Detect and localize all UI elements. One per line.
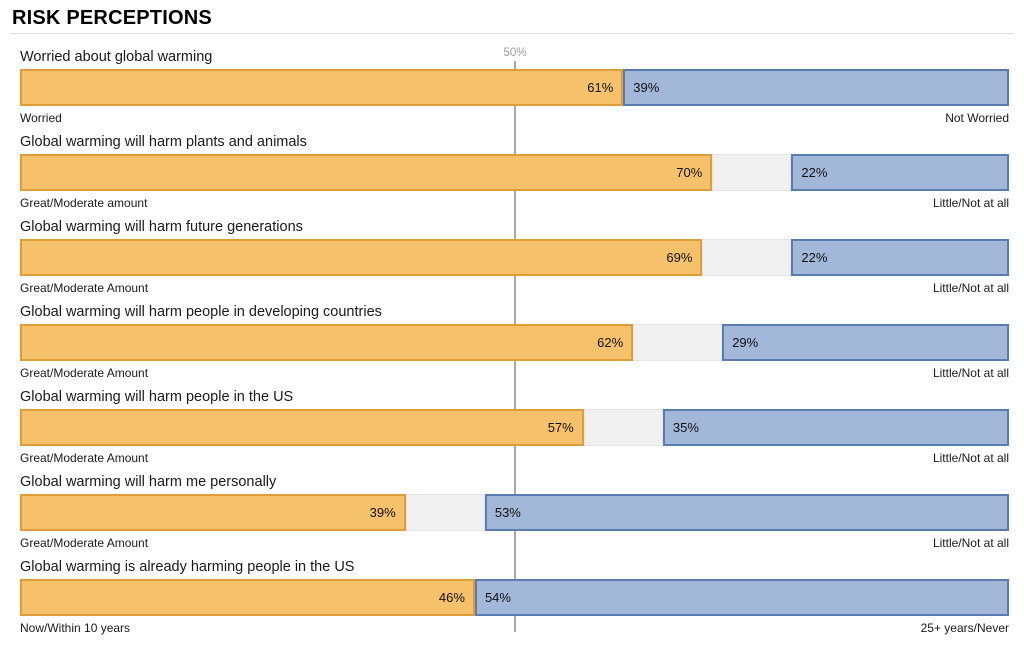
bar-neutral-segment[interactable] [702, 239, 792, 276]
axis-label-left: Great/Moderate Amount [20, 536, 149, 550]
bar-right-segment[interactable]: 22% [791, 154, 1009, 191]
axis-label-right: Little/Not at all [932, 196, 1009, 210]
bar-left-value: 69% [666, 250, 693, 265]
bar-right-value: 35% [672, 420, 699, 435]
bar-left-value: 70% [676, 165, 703, 180]
axis-labels: Great/Moderate Amount Little/Not at all [20, 366, 1009, 380]
axis-labels: Great/Moderate Amount Little/Not at all [20, 536, 1009, 550]
bar-right-segment[interactable]: 29% [722, 324, 1009, 361]
row-question: Global warming will harm me personally [20, 474, 277, 490]
bar-left-value: 62% [597, 335, 624, 350]
chart-row: Global warming will harm people in devel… [0, 302, 1024, 387]
bar-left-segment[interactable]: 69% [20, 239, 703, 276]
axis-label-left: Worried [20, 111, 62, 125]
bar-left-value: 61% [587, 80, 614, 95]
axis-labels: Now/Within 10 years 25+ years/Never [20, 621, 1009, 635]
row-question: Global warming will harm plants and anim… [20, 134, 307, 150]
axis-label-right: 25+ years/Never [920, 621, 1009, 635]
axis-labels: Great/Moderate Amount Little/Not at all [20, 451, 1009, 465]
row-question: Global warming will harm future generati… [20, 219, 303, 235]
bar-track: 46% 54% [20, 579, 1009, 616]
axis-label-left: Now/Within 10 years [20, 621, 131, 635]
bar-left-segment[interactable]: 39% [20, 494, 406, 531]
bar-track: 39% 53% [20, 494, 1009, 531]
bar-track: 69% 22% [20, 239, 1009, 276]
bar-right-segment[interactable]: 54% [474, 579, 1009, 616]
bar-neutral-segment[interactable] [712, 154, 792, 191]
bar-right-value: 39% [633, 80, 660, 95]
bar-track: 57% 35% [20, 409, 1009, 446]
bar-track: 70% 22% [20, 154, 1009, 191]
chart-row: Global warming is already harming people… [0, 557, 1024, 642]
chart-row: Global warming will harm me personally 3… [0, 472, 1024, 557]
chart-row: Global warming will harm plants and anim… [0, 132, 1024, 217]
bar-left-value: 57% [547, 420, 574, 435]
axis-labels: Great/Moderate amount Little/Not at all [20, 196, 1009, 210]
bar-left-segment[interactable]: 46% [20, 579, 475, 616]
bar-left-segment[interactable]: 61% [20, 69, 624, 106]
bar-neutral-segment[interactable] [583, 409, 663, 446]
axis-labels: Great/Moderate Amount Little/Not at all [20, 281, 1009, 295]
chart-row: Global warming will harm people in the U… [0, 387, 1024, 472]
bar-right-value: 29% [732, 335, 759, 350]
bar-left-value: 39% [369, 505, 396, 520]
bar-right-value: 54% [484, 590, 511, 605]
bar-left-value: 46% [438, 590, 465, 605]
axis-label-right: Little/Not at all [932, 451, 1009, 465]
row-question: Global warming is already harming people… [20, 559, 355, 575]
chart-rows: Worried about global warming 61% 39% Wor… [0, 47, 1024, 642]
axis-label-right: Not Worried [945, 111, 1009, 125]
bar-left-segment[interactable]: 57% [20, 409, 584, 446]
axis-label-left: Great/Moderate amount [20, 196, 148, 210]
chart-row: Global warming will harm future generati… [0, 217, 1024, 302]
bar-right-value: 22% [801, 250, 828, 265]
bar-right-segment[interactable]: 53% [484, 494, 1009, 531]
axis-label-right: Little/Not at all [932, 536, 1009, 550]
page-title: RISK PERCEPTIONS [12, 7, 212, 29]
bar-right-segment[interactable]: 35% [662, 409, 1009, 446]
axis-label-right: Little/Not at all [932, 366, 1009, 380]
bar-left-segment[interactable]: 70% [20, 154, 713, 191]
bar-right-segment[interactable]: 22% [791, 239, 1009, 276]
row-question: Worried about global warming [20, 49, 213, 65]
axis-label-left: Great/Moderate Amount [20, 281, 149, 295]
title-divider [10, 33, 1014, 34]
bar-right-segment[interactable]: 39% [623, 69, 1009, 106]
axis-label-right: Little/Not at all [932, 281, 1009, 295]
axis-label-left: Great/Moderate Amount [20, 451, 149, 465]
bar-left-segment[interactable]: 62% [20, 324, 634, 361]
bar-track: 62% 29% [20, 324, 1009, 361]
bar-right-value: 53% [494, 505, 521, 520]
bar-track: 61% 39% [20, 69, 1009, 106]
bar-right-value: 22% [801, 165, 828, 180]
bar-neutral-segment[interactable] [405, 494, 485, 531]
axis-label-left: Great/Moderate Amount [20, 366, 149, 380]
bar-neutral-segment[interactable] [633, 324, 723, 361]
chart-row: Worried about global warming 61% 39% Wor… [0, 47, 1024, 132]
row-question: Global warming will harm people in the U… [20, 389, 294, 405]
axis-labels: Worried Not Worried [20, 111, 1009, 125]
gridline-label: 50% [503, 47, 527, 59]
row-question: Global warming will harm people in devel… [20, 304, 382, 320]
